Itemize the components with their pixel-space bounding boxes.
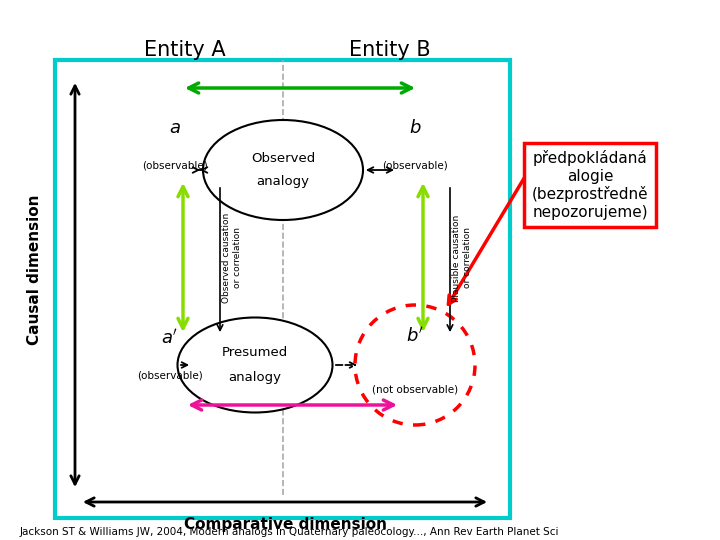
Text: Comparative dimension: Comparative dimension [184,517,387,532]
Text: $\mathbf{\mathit{a}}$: $\mathbf{\mathit{a}}$ [169,119,181,137]
Text: Presumed: Presumed [222,347,288,360]
Text: Entity B: Entity B [349,40,431,60]
Text: $\mathbf{\mathit{b'}}$: $\mathbf{\mathit{b'}}$ [406,326,424,345]
Text: analogy: analogy [228,370,282,383]
Text: Observed causation
or correlation: Observed causation or correlation [222,213,242,303]
Text: Jackson ST & Williams JW, 2004, Modern analogs in Quaternary paleocology..., Ann: Jackson ST & Williams JW, 2004, Modern a… [20,527,559,537]
Text: (observable): (observable) [142,160,208,170]
Ellipse shape [203,120,363,220]
Text: předpokládaná
alogie
(bezprostředně
nepozorujeme): předpokládaná alogie (bezprostředně nepo… [531,150,648,220]
Text: $\mathbf{\mathit{a'}}$: $\mathbf{\mathit{a'}}$ [161,328,179,347]
FancyBboxPatch shape [55,60,510,518]
Text: analogy: analogy [256,176,310,188]
Text: Entity A: Entity A [144,40,226,60]
Ellipse shape [355,305,475,425]
Text: Plausible causation
or correlation: Plausible causation or correlation [452,214,472,302]
Text: (observable): (observable) [137,370,203,380]
Text: Causal dimension: Causal dimension [27,195,42,345]
Text: (observable): (observable) [382,160,448,170]
Text: Observed: Observed [251,152,315,165]
Ellipse shape [178,318,333,413]
Text: (not observable): (not observable) [372,385,458,395]
Text: $\mathbf{\mathit{b}}$: $\mathbf{\mathit{b}}$ [409,119,421,137]
